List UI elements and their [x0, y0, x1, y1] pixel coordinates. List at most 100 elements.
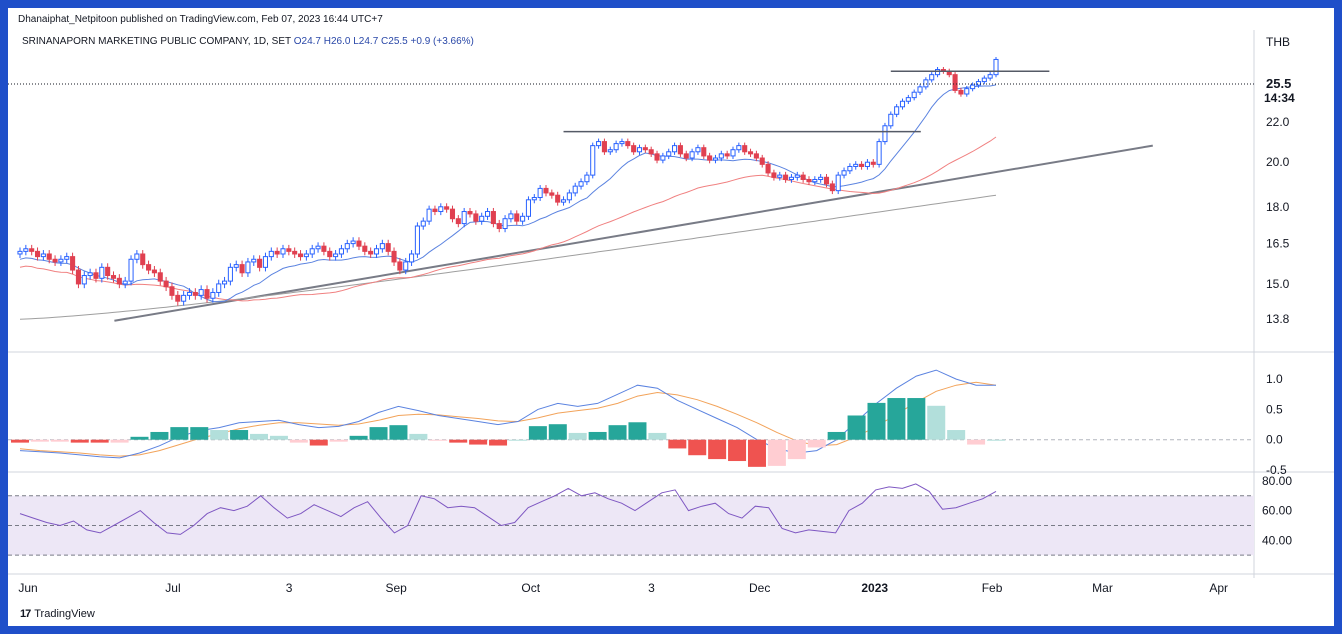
candle-body — [958, 89, 964, 95]
candle-body — [350, 240, 356, 245]
candle-body — [923, 79, 929, 88]
macd-histogram-bar — [429, 439, 448, 441]
candle-body — [613, 143, 619, 151]
candle-body — [905, 97, 911, 102]
time-tick-label: Jun — [18, 581, 37, 595]
candle-body — [23, 248, 29, 252]
chart-frame: Dhanaiphat_Netpitoon published on Tradin… — [8, 8, 1334, 626]
candle-body — [297, 253, 304, 258]
candle-body — [520, 215, 526, 222]
candle-body — [105, 266, 111, 277]
macd-histogram-bar — [230, 430, 249, 440]
candle-body — [987, 74, 993, 79]
macd-histogram-bar — [70, 439, 89, 443]
signal-line — [19, 381, 997, 457]
candle-body — [251, 258, 257, 263]
time-tick-label: Mar — [1092, 581, 1113, 595]
candle-body — [788, 176, 794, 180]
candle-body — [607, 149, 613, 153]
price-tick-label: 18.0 — [1266, 200, 1290, 214]
candle-body — [444, 206, 450, 210]
candle-body — [560, 199, 567, 203]
candle-body — [806, 178, 812, 183]
candle-body — [730, 149, 736, 157]
currency-label: THB — [1266, 35, 1290, 49]
candle-body — [841, 170, 847, 176]
candle-body — [64, 256, 70, 260]
candle-body — [660, 155, 666, 161]
candle-body — [911, 91, 917, 99]
candle-body — [479, 215, 485, 222]
price-chart[interactable]: THB 24.022.020.018.016.515.013.81.00.50.… — [8, 8, 1334, 626]
tradingview-logo: 17 — [20, 608, 31, 620]
macd-histogram-bar — [389, 425, 408, 440]
candle-body — [157, 272, 163, 282]
support-trendline — [114, 144, 1153, 322]
candle-body — [975, 81, 982, 86]
macd-histogram-bar — [907, 398, 926, 440]
price-tick-label: 20.0 — [1266, 155, 1290, 169]
candle-body — [870, 161, 876, 165]
candle-body — [859, 163, 865, 167]
macd-histogram-bar — [807, 439, 826, 448]
candle-body — [578, 181, 584, 187]
macd-histogram-bar — [329, 439, 348, 442]
symbol-legend: SRINANAPORN MARKETING PUBLIC COMPANY, 1D… — [22, 36, 474, 47]
time-tick-label: 3 — [648, 581, 655, 595]
macd-histogram-bar — [90, 439, 109, 443]
time-tick-label: Oct — [521, 581, 540, 595]
candle-body — [672, 145, 678, 153]
candle-body — [689, 151, 695, 159]
candle-body — [712, 157, 719, 161]
candle-body — [853, 163, 859, 167]
candle-body — [917, 86, 923, 93]
candle-body — [707, 155, 713, 161]
macd-line — [19, 369, 996, 459]
candle-body — [800, 174, 806, 180]
candle-body — [362, 245, 368, 252]
ma-fast-line — [19, 84, 997, 303]
candle-body — [292, 250, 298, 255]
candle-body — [835, 174, 841, 192]
candle-body — [543, 187, 549, 194]
price-tick-label: 16.5 — [1266, 237, 1290, 251]
macd-histogram-bar — [508, 439, 527, 441]
candle-body — [175, 294, 181, 302]
candle-body — [847, 165, 853, 172]
candle-body — [666, 151, 672, 157]
candle-body — [537, 187, 543, 198]
candle-body — [952, 74, 958, 91]
candle-body — [566, 192, 572, 201]
candle-body — [327, 250, 333, 258]
candle-body — [403, 261, 409, 271]
candle-body — [34, 250, 41, 258]
macd-histogram-bar — [130, 436, 149, 440]
candle-body — [268, 250, 274, 258]
time-tick-label: 3 — [286, 581, 293, 595]
macd-histogram-bar — [987, 439, 1005, 441]
candle-body — [747, 151, 754, 155]
tradingview-footer: 17 TradingView — [20, 608, 95, 620]
candle-body — [654, 153, 660, 161]
candle-body — [648, 149, 654, 155]
macd-histogram-bar — [528, 426, 547, 440]
macd-histogram-bar — [767, 439, 786, 466]
candle-body — [286, 248, 292, 252]
candle-body — [970, 84, 976, 90]
publisher-attribution: Dhanaiphat_Netpitoon published on Tradin… — [18, 14, 383, 25]
candle-body — [695, 147, 701, 153]
candle-body — [759, 157, 765, 165]
candle-body — [718, 153, 724, 159]
candle-body — [163, 280, 169, 288]
candle-body — [449, 208, 456, 220]
macd-histogram-bar — [349, 435, 368, 440]
candle-body — [631, 145, 637, 153]
candle-body — [257, 258, 263, 268]
macd-histogram-bar — [250, 433, 269, 440]
macd-histogram-bar — [289, 439, 308, 443]
candle-body — [315, 245, 321, 250]
candle-body — [625, 141, 631, 147]
candle-body — [385, 243, 391, 252]
candle-body — [309, 248, 315, 255]
candle-body — [596, 141, 602, 147]
